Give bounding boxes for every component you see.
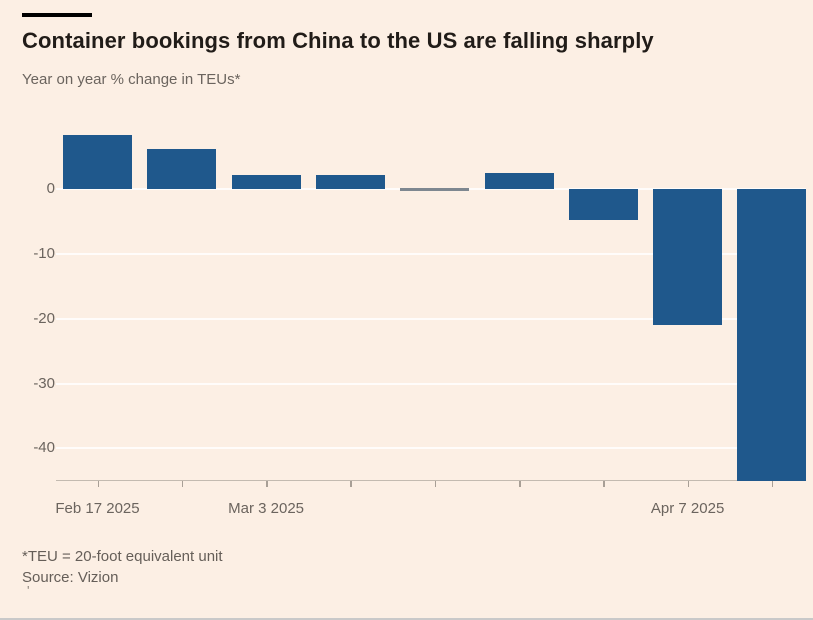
x-axis-tick [603, 481, 605, 487]
x-axis-tick [97, 481, 99, 487]
title-rule [22, 13, 92, 17]
y-axis-label--30: -30 [33, 374, 55, 392]
source-text: Source: Vizion [22, 569, 119, 586]
bar-mar-17-2025 [400, 188, 470, 191]
bar-apr-14-2025 [737, 189, 807, 481]
x-axis-label-apr-7-2025: Apr 7 2025 [650, 500, 725, 517]
x-axis-line [56, 480, 806, 481]
footnote-block: *TEU = 20-foot equivalent unit Source: V… [22, 546, 223, 588]
bar-feb-24-2025 [147, 148, 217, 189]
bar-mar-31-2025 [568, 189, 638, 221]
bar-mar-10-2025 [315, 174, 385, 189]
bar-apr-7-2025 [653, 189, 723, 326]
x-axis-tick [771, 481, 774, 487]
bottom-edge-line [0, 618, 813, 620]
x-axis-tick [181, 481, 184, 487]
x-axis-tick [687, 481, 690, 487]
chart-subtitle: Year on year % change in TEUs* [22, 71, 241, 88]
x-axis-tick [266, 481, 268, 487]
bar-mar-24-2025 [484, 172, 554, 189]
gridline--40 [56, 447, 806, 450]
bar-mar-3-2025 [231, 174, 301, 189]
y-axis-label-0: 0 [46, 180, 55, 197]
x-axis-tick [350, 481, 352, 487]
chart-title: Container bookings from China to the US … [22, 28, 654, 53]
bar-feb-17-2025 [63, 134, 132, 189]
gridline--30 [56, 382, 806, 385]
y-axis-label--10: -10 [33, 244, 55, 262]
stray-mark: ' [27, 583, 30, 598]
x-axis-label-feb-17-2025: Feb 17 2025 [55, 500, 140, 517]
y-axis-label--20: -20 [33, 309, 55, 327]
gridline--20 [56, 317, 806, 320]
x-axis-tick [519, 481, 521, 487]
plot-area [56, 110, 807, 487]
y-axis-label--40: -40 [33, 439, 55, 457]
x-axis-label-mar-3-2025: Mar 3 2025 [228, 500, 305, 517]
footnote-text: *TEU = 20-foot equivalent unit [22, 548, 223, 565]
x-axis-tick [434, 481, 437, 487]
gridline--10 [56, 252, 806, 255]
